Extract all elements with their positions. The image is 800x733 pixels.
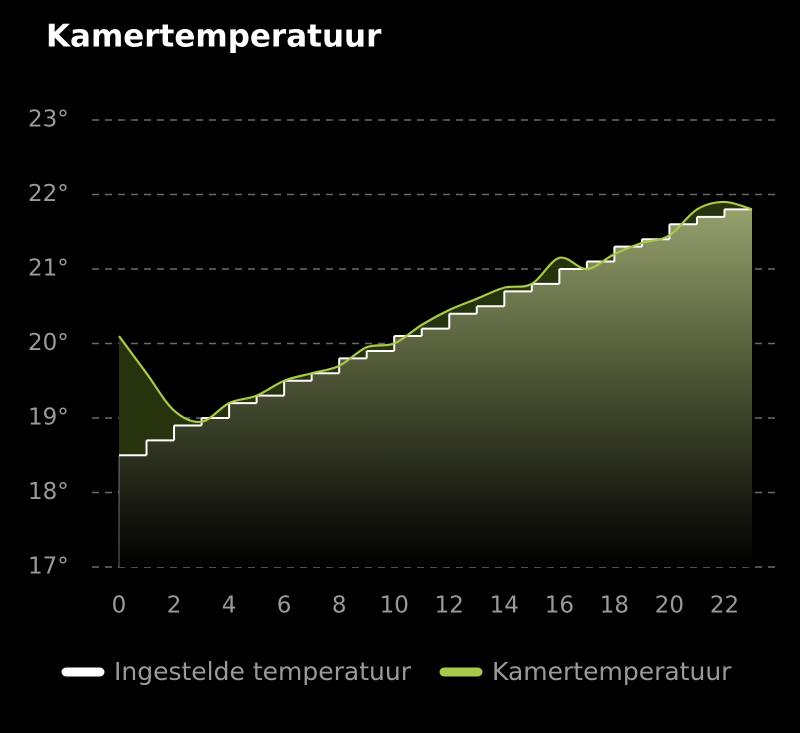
legend-label: Kamertemperatuur (492, 657, 732, 686)
x-tick-label: 22 (710, 593, 739, 619)
y-tick-label: 23° (28, 107, 69, 133)
x-tick-label: 6 (277, 593, 292, 619)
y-tick-label: 18° (28, 479, 69, 505)
y-tick-label: 19° (28, 405, 69, 431)
y-tick-label: 21° (28, 256, 69, 282)
x-tick-label: 14 (490, 593, 519, 619)
y-tick-label: 20° (28, 330, 69, 356)
x-tick-label: 18 (600, 593, 629, 619)
x-tick-label: 20 (655, 593, 684, 619)
y-tick-label: 17° (28, 554, 69, 580)
x-tick-label: 2 (167, 593, 182, 619)
y-tick-label: 22° (28, 181, 69, 207)
x-tick-label: 16 (545, 593, 574, 619)
x-tick-label: 4 (222, 593, 237, 619)
x-tick-label: 8 (332, 593, 347, 619)
room-line (118, 200, 753, 424)
legend-label: Ingestelde temperatuur (114, 657, 412, 686)
x-tick-label: 10 (380, 593, 409, 619)
chart-title: Kamertemperatuur (46, 19, 382, 55)
x-tick-label: 0 (112, 593, 127, 619)
setpoint-area (119, 209, 752, 567)
x-tick-label: 12 (435, 593, 464, 619)
